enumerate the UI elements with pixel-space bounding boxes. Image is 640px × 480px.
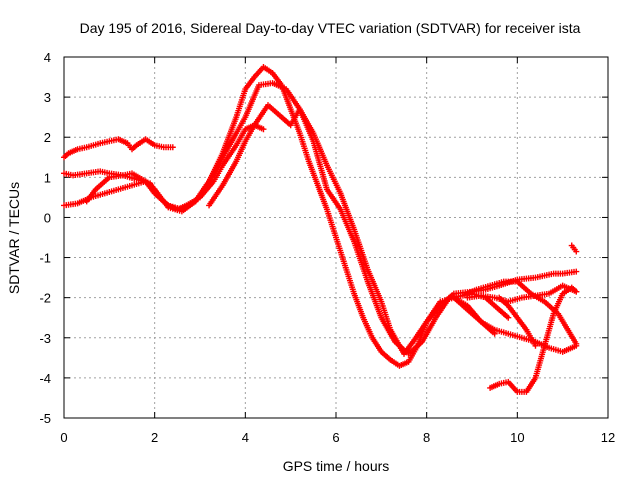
y-tick-label: -2 xyxy=(39,291,51,306)
x-axis-label: GPS time / hours xyxy=(283,458,390,474)
data-point xyxy=(573,248,580,255)
x-tick-label: 2 xyxy=(151,430,158,445)
data-point xyxy=(260,126,267,133)
data-point xyxy=(169,144,176,151)
satellite-track-6 xyxy=(450,294,580,355)
y-tick-label: 4 xyxy=(44,50,51,65)
chart-title: Day 195 of 2016, Sidereal Day-to-day VTE… xyxy=(80,20,581,36)
satellite-track-5 xyxy=(206,102,580,357)
data-point xyxy=(573,288,580,295)
y-tick-label: -3 xyxy=(39,331,51,346)
satellite-track-1 xyxy=(61,136,176,161)
y-tick-label: 2 xyxy=(44,130,51,145)
gridlines xyxy=(64,57,608,418)
x-tick-label: 4 xyxy=(242,430,249,445)
data-point xyxy=(532,342,539,349)
y-tick-label: 3 xyxy=(44,90,51,105)
data-point xyxy=(573,268,580,275)
data-point xyxy=(505,314,512,321)
x-tick-label: 6 xyxy=(332,430,339,445)
y-axis-label: SDTVAR / TECUs xyxy=(6,182,22,294)
satellite-track-8 xyxy=(487,284,580,395)
y-tick-label: 1 xyxy=(44,170,51,185)
y-tick-label: -4 xyxy=(39,371,51,386)
y-tick-label: 0 xyxy=(44,210,51,225)
satellite-track-9 xyxy=(568,242,580,255)
data-point xyxy=(573,342,580,349)
x-tick-label: 0 xyxy=(60,430,67,445)
x-tick-label: 10 xyxy=(510,430,524,445)
y-tick-label: -5 xyxy=(39,411,51,426)
x-tick-label: 8 xyxy=(423,430,430,445)
satellite-track-10 xyxy=(469,290,512,321)
data-points xyxy=(61,64,580,395)
x-tick-label: 12 xyxy=(601,430,615,445)
y-tick-label: -1 xyxy=(39,251,51,266)
satellite-track-11 xyxy=(496,294,539,349)
